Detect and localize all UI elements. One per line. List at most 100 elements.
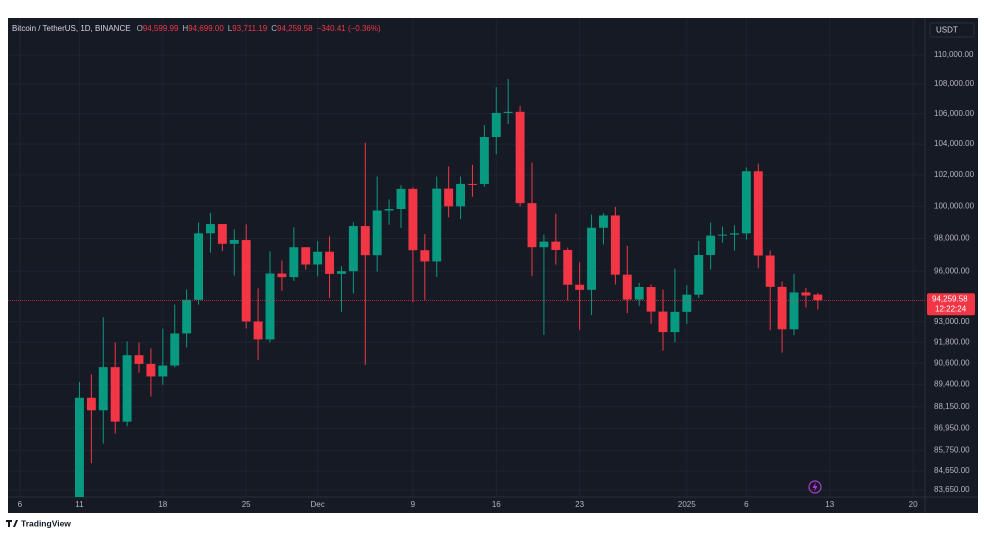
last-price-label: 94,259.58	[932, 294, 968, 303]
x-tick-label: 2025	[678, 500, 696, 509]
y-tick-label: 96,000.00	[934, 266, 970, 275]
y-tick-label: 86,950.00	[934, 424, 970, 433]
header-text: 94,699.00	[188, 24, 224, 33]
y-tick-label: 85,750.00	[934, 446, 970, 455]
candle-body	[170, 333, 180, 366]
candle-body	[753, 171, 763, 256]
candle-body	[158, 365, 168, 377]
candle-body	[634, 287, 644, 300]
candle-body	[253, 321, 263, 340]
candle-body	[420, 250, 430, 262]
header-text: 93,711.19	[232, 24, 268, 33]
candle-body	[503, 111, 513, 113]
y-tick-label: 102,000.00	[934, 170, 975, 179]
y-tick-label: 83,650.00	[934, 485, 970, 494]
candles	[74, 78, 823, 497]
candle-body	[74, 397, 84, 497]
x-tick-label: 20	[909, 500, 918, 509]
candle-body	[444, 188, 454, 207]
y-tick-label: 108,000.00	[934, 79, 975, 88]
candle-body	[194, 233, 204, 300]
currency: USDT	[936, 26, 958, 35]
candle-body	[741, 171, 751, 234]
header-text: H	[182, 24, 188, 33]
candle-body	[301, 247, 311, 265]
candle-body	[587, 227, 597, 290]
header-text: O	[137, 24, 143, 33]
candle-body	[336, 271, 346, 274]
candle-body	[670, 311, 680, 333]
x-tick-label: 6	[744, 500, 749, 509]
candle-body	[217, 224, 227, 244]
candle-body	[598, 215, 608, 228]
y-tick-label: 91,800.00	[934, 337, 970, 346]
candle-body	[515, 111, 525, 204]
y-tick-label: 89,400.00	[934, 379, 970, 388]
candle-body	[682, 294, 692, 312]
header-text: 94,599.99	[143, 24, 179, 33]
y-tick-label: 106,000.00	[934, 109, 975, 118]
candle-body	[456, 183, 466, 207]
candle-body	[432, 188, 442, 262]
y-tick-label: 100,000.00	[934, 201, 975, 210]
candle-body	[801, 292, 811, 296]
candle-body	[122, 355, 132, 422]
candle-body	[467, 183, 477, 185]
last-price-box	[927, 293, 975, 316]
candle-body	[563, 249, 573, 285]
header-text: L	[228, 24, 233, 33]
candle-body	[182, 299, 192, 334]
candle-body	[265, 273, 275, 340]
overlay: 110,000.00 108,000.00 106,000.00 104,000.00…	[8, 50, 975, 509]
candle-body	[86, 397, 96, 411]
x-tick-label: 9	[411, 500, 416, 509]
candle-body	[551, 241, 561, 250]
brand-logo	[6, 520, 18, 527]
candle-body	[241, 240, 251, 322]
replay-icon	[808, 480, 822, 494]
candle-body	[789, 292, 799, 330]
candle-body	[360, 226, 370, 256]
brand: TradingView	[21, 518, 71, 528]
y-tick-label: 88,150.00	[934, 402, 970, 411]
candle-body	[777, 286, 787, 330]
candle-body	[479, 137, 489, 184]
header-text: 94,259.58	[277, 24, 313, 33]
candle-body	[646, 287, 656, 312]
candle-body	[539, 241, 549, 248]
candle-body	[134, 355, 144, 364]
candle-body	[277, 273, 287, 278]
y-tick-label: 98,000.00	[934, 234, 970, 243]
candle-body	[110, 367, 120, 422]
x-tick-label: 18	[158, 500, 167, 509]
candle-body	[694, 255, 704, 295]
x-tick-label: 11	[75, 500, 84, 509]
candle-body	[765, 255, 775, 287]
countdown-label: 12:22:24	[935, 304, 967, 313]
chart-background	[8, 18, 978, 513]
candle-body	[622, 274, 632, 300]
x-tick-label: 25	[242, 500, 251, 509]
candle-body	[205, 224, 215, 234]
candle-body	[348, 226, 358, 272]
candle-body	[813, 294, 823, 301]
candle-body	[98, 367, 108, 411]
y-tick-label: 110,000.00	[934, 50, 974, 59]
candle-body	[289, 247, 299, 278]
legend-header: Bitcoin / TetherUS, 1D, BINANCE O94,599.9…	[12, 24, 381, 33]
candle-body	[706, 235, 716, 256]
y-tick-label: 90,600.00	[934, 358, 970, 367]
x-tick-label: 23	[575, 500, 584, 509]
candle-body	[610, 215, 620, 275]
y-tick-label: 104,000.00	[934, 139, 975, 148]
x-tick-label: 13	[825, 500, 834, 509]
candle-body	[146, 363, 156, 377]
y-tick-label: 93,000.00	[934, 317, 970, 326]
candle-body	[229, 240, 239, 244]
header-text: −340.41 (−0.36%)	[317, 24, 381, 33]
x-tick-label: 16	[492, 500, 501, 509]
currency-box	[929, 22, 975, 38]
candle-body	[575, 284, 585, 290]
